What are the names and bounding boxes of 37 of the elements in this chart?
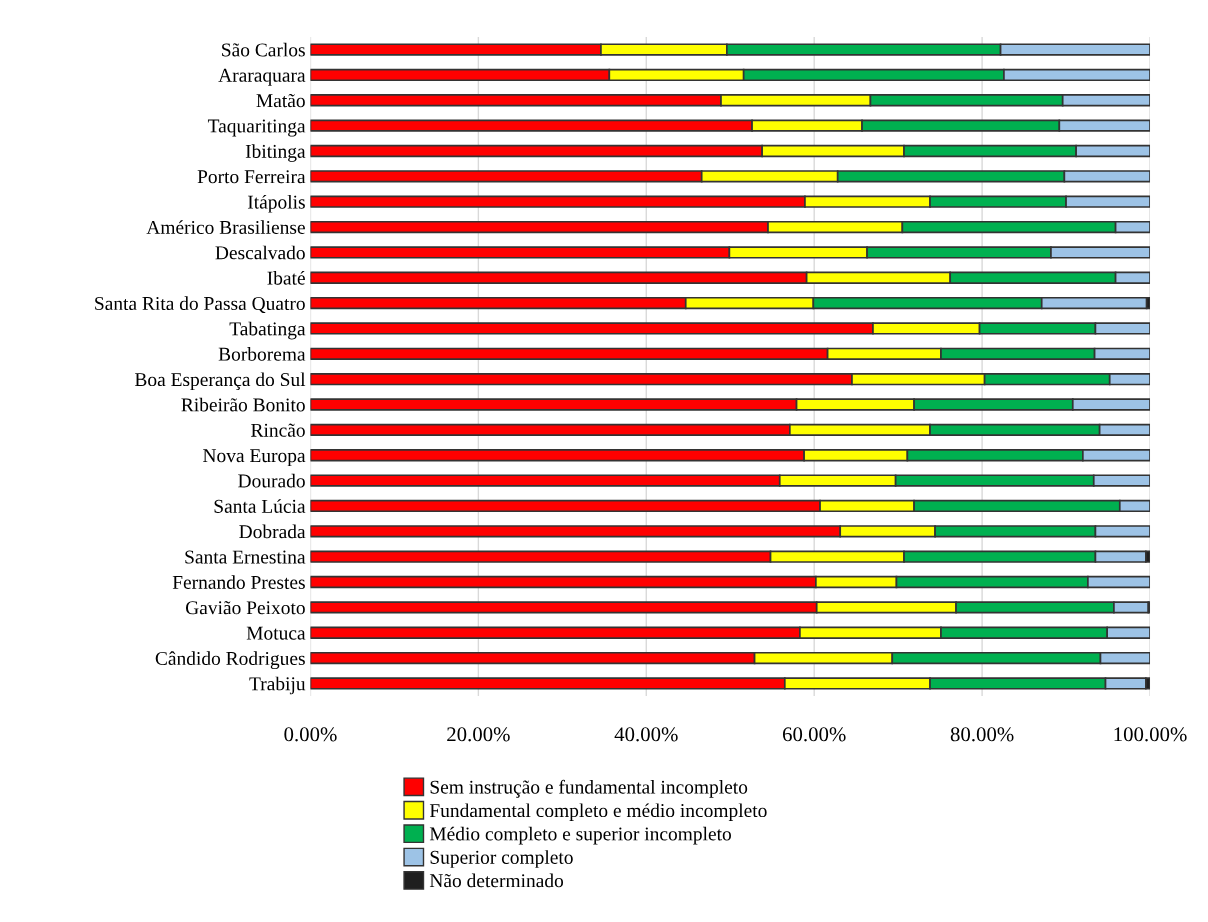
y-tick-label: Gavião Peixoto xyxy=(185,601,305,615)
legend-label: Não determinado xyxy=(429,873,564,888)
y-tick-label: Santa Rita do Passa Quatro xyxy=(95,296,305,314)
y-tick-label: Ribeirão Bonito xyxy=(181,397,305,412)
y-tick-label: Araraquara xyxy=(218,68,306,86)
y-tick-label: Tabatinga xyxy=(229,321,306,340)
y-tick-label: Motuca xyxy=(246,626,306,640)
y-tick-label: Porto Ferreira xyxy=(197,170,306,184)
y-tick-label: Américo Brasiliense xyxy=(146,220,305,234)
y-tick-label: São Carlos xyxy=(222,42,305,57)
y-tick-label: Itápolis xyxy=(247,194,305,213)
y-tick-label: Ibaté xyxy=(267,270,305,285)
y-tick-label: Matão xyxy=(256,93,305,108)
x-tick-label: 20.00% xyxy=(447,727,510,742)
y-tick-label: Borborema xyxy=(218,347,306,361)
y-tick-label: Nova Europa xyxy=(203,449,306,467)
y-tick-label: Dourado xyxy=(238,473,305,488)
y-tick-label: Santa Lúcia xyxy=(214,499,306,513)
legend-label: Fundamental completo e médio incompleto xyxy=(429,803,767,822)
y-tick-label: Dobrada xyxy=(239,524,306,539)
y-tick-label: Trabiju xyxy=(249,676,306,695)
x-tick-label: 60.00% xyxy=(782,727,846,742)
x-tick-label: 80.00% xyxy=(950,727,1014,742)
legend-label: Sem instrução e fundamental incompleto xyxy=(430,779,748,798)
y-tick-label: Descalvado xyxy=(215,245,305,260)
y-tick-label: Cândido Rodrigues xyxy=(155,651,305,670)
x-tick-label: 100.00% xyxy=(1114,727,1187,742)
y-tick-label: Boa Esperança do Sul xyxy=(134,372,306,391)
x-tick-label: 40.00% xyxy=(614,727,678,742)
legend-label: Médio completo e superior incompleto xyxy=(429,826,731,845)
y-tick-label: Taquaritinga xyxy=(207,119,306,137)
y-tick-label: Ibitinga xyxy=(245,144,306,162)
y-tick-label: Fernando Prestes xyxy=(172,575,305,589)
legend-label: Superior completo xyxy=(430,850,573,868)
y-tick-label: Santa Ernestina xyxy=(185,550,306,564)
x-tick-label: 0.00% xyxy=(284,727,337,742)
y-tick-label: Rincão xyxy=(251,423,305,437)
